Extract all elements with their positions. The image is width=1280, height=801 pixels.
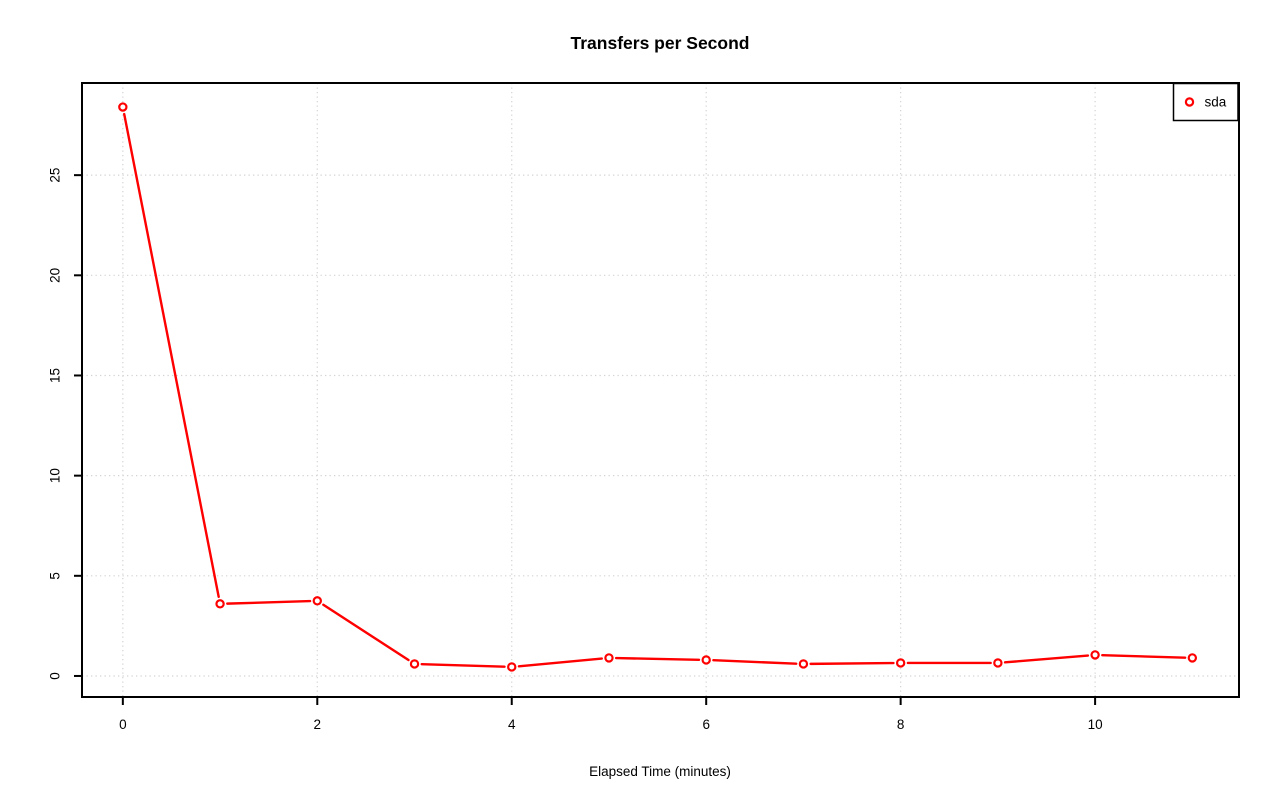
grid-layer bbox=[82, 83, 1239, 697]
x-tick-label: 4 bbox=[508, 717, 516, 732]
data-point-marker bbox=[312, 596, 322, 606]
data-point-marker bbox=[1187, 653, 1198, 663]
series-line-segment bbox=[226, 599, 312, 605]
data-series-layer bbox=[118, 102, 1198, 672]
data-point-marker bbox=[409, 659, 420, 669]
data-point-marker bbox=[701, 655, 711, 665]
series-line-segment bbox=[1101, 653, 1187, 659]
legend-marker-sda-icon bbox=[1184, 97, 1195, 107]
data-point-marker bbox=[798, 659, 809, 669]
x-tick-label: 8 bbox=[897, 717, 905, 732]
y-tick-label: 15 bbox=[48, 368, 63, 383]
data-point-marker bbox=[895, 658, 906, 668]
plot-border bbox=[81, 82, 1240, 698]
y-tick-label: 20 bbox=[48, 268, 63, 283]
data-point-marker bbox=[118, 102, 128, 112]
data-point-marker bbox=[215, 599, 225, 609]
legend-label-sda: sda bbox=[1205, 95, 1227, 110]
series-line-segment bbox=[712, 659, 798, 665]
y-tick-label: 25 bbox=[48, 168, 63, 183]
series-line-segment bbox=[123, 112, 220, 598]
series-line-segment bbox=[517, 657, 604, 668]
data-point-marker bbox=[604, 653, 614, 663]
x-tick-label: 2 bbox=[314, 717, 322, 732]
y-tick-label: 5 bbox=[48, 572, 63, 580]
series-line-segment bbox=[809, 661, 895, 666]
series-line-segment bbox=[420, 662, 506, 668]
x-tick-label: 0 bbox=[119, 717, 127, 732]
data-point-marker bbox=[993, 658, 1003, 668]
legend-border bbox=[1172, 82, 1239, 122]
legend-box: sda bbox=[1172, 82, 1239, 122]
data-point-marker bbox=[1090, 650, 1100, 660]
x-axis-label: Elapsed Time (minutes) bbox=[589, 764, 731, 779]
series-line-segment bbox=[1003, 654, 1090, 664]
y-tick-label: 10 bbox=[48, 468, 63, 483]
axis-layer: 0 2 4 6 8 10 0 5 10 15 20 25 bbox=[48, 82, 1240, 732]
data-point-marker bbox=[507, 662, 517, 672]
chart-title: Transfers per Second bbox=[571, 33, 750, 53]
x-tick-label: 6 bbox=[702, 717, 710, 732]
x-tick-label: 10 bbox=[1088, 717, 1103, 732]
series-line-segment bbox=[614, 656, 701, 661]
y-tick-label: 0 bbox=[48, 672, 63, 680]
series-line-segment bbox=[322, 603, 410, 662]
